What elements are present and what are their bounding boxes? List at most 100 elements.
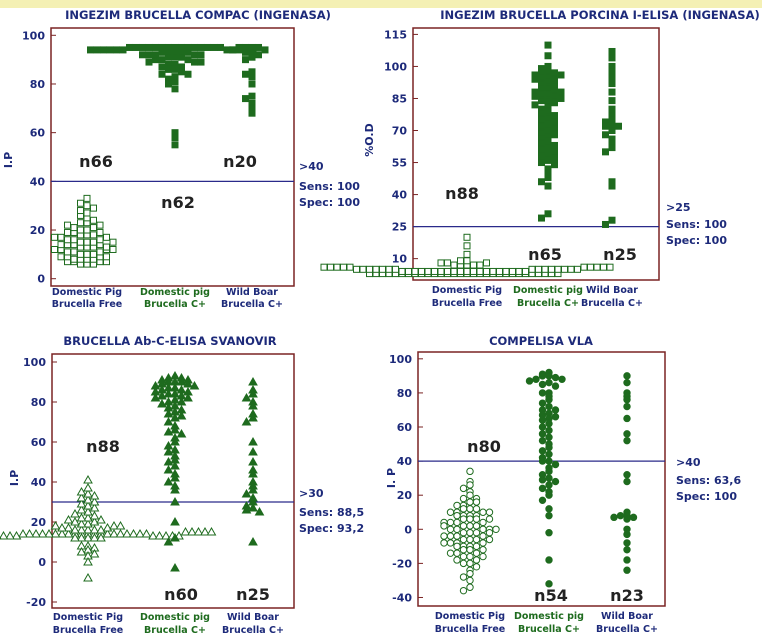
data-point <box>557 88 565 96</box>
data-point <box>472 556 481 564</box>
data-point <box>170 484 180 494</box>
data-point <box>241 392 252 402</box>
cutoff-label: >25 <box>666 201 691 214</box>
data-point <box>545 372 553 380</box>
data-point <box>77 238 84 246</box>
category-label: Brucella Free <box>53 625 123 636</box>
data-point <box>538 214 545 222</box>
n-count-label: n88 <box>86 437 120 456</box>
data-point <box>472 549 481 557</box>
data-point <box>544 182 552 190</box>
data-point <box>602 148 609 156</box>
data-point <box>483 267 490 275</box>
data-point <box>602 122 609 130</box>
data-point <box>453 501 461 510</box>
y-tick-label: 100 <box>22 29 45 42</box>
data-point <box>538 416 547 424</box>
data-point <box>51 233 58 241</box>
data-point <box>148 530 158 540</box>
data-point <box>459 515 468 523</box>
data-point <box>106 46 114 54</box>
data-point <box>531 101 539 109</box>
data-point <box>83 226 91 234</box>
y-tick-label: 60 <box>397 421 413 434</box>
y-tick-label: 40 <box>397 455 413 468</box>
data-point <box>459 505 468 513</box>
data-point <box>180 526 191 536</box>
data-point <box>446 518 455 527</box>
data-point <box>457 267 464 275</box>
y-tick-label: 20 <box>397 489 413 502</box>
data-point <box>446 508 455 516</box>
data-point <box>50 528 61 538</box>
data-point <box>70 248 78 256</box>
data-point <box>411 267 419 275</box>
y-tick-label: 85 <box>392 92 407 105</box>
data-point <box>531 92 539 100</box>
data-point <box>51 245 58 253</box>
data-point <box>466 546 474 554</box>
data-point <box>623 396 631 404</box>
data-point <box>248 456 258 466</box>
data-point <box>89 532 100 542</box>
data-point <box>623 556 631 564</box>
data-point <box>608 47 616 55</box>
data-point <box>472 522 481 530</box>
data-point <box>184 70 192 78</box>
data-point <box>466 583 474 591</box>
y-tick-label: 115 <box>384 28 407 41</box>
data-point <box>83 194 91 202</box>
data-point <box>538 146 545 154</box>
n-count-label: n80 <box>467 437 501 456</box>
category-label: Brucella C+ <box>144 299 206 310</box>
data-point <box>476 267 484 275</box>
data-point <box>459 494 468 503</box>
data-point <box>90 250 97 258</box>
data-point <box>538 90 545 98</box>
cutoff-label: >30 <box>299 487 324 500</box>
data-point <box>242 70 249 78</box>
data-point <box>557 71 565 79</box>
y-tick-label: 70 <box>392 125 408 138</box>
category-label: Domestic pig <box>140 612 210 623</box>
data-point <box>145 58 153 66</box>
data-point <box>466 515 474 523</box>
data-point <box>466 528 474 537</box>
data-point <box>103 253 110 261</box>
data-point <box>545 580 553 588</box>
data-point <box>545 474 553 482</box>
y-axis-label: I.P <box>2 152 15 168</box>
data-point <box>551 141 558 149</box>
data-point <box>580 263 588 271</box>
y-tick-label: 100 <box>23 356 46 369</box>
data-point <box>623 414 631 423</box>
data-point <box>479 508 487 516</box>
data-point <box>392 265 399 273</box>
chart-panel-2: INGEZIM BRUCELLA PORCINA I-ELISA (INGENA… <box>320 8 760 309</box>
data-point <box>437 259 445 267</box>
data-point <box>551 413 560 421</box>
data-point <box>372 265 380 273</box>
data-point <box>171 65 179 73</box>
data-point <box>544 137 552 145</box>
data-point <box>538 389 547 397</box>
data-point <box>165 53 172 61</box>
data-point <box>64 248 71 256</box>
data-point <box>629 513 638 522</box>
data-point <box>608 182 616 190</box>
data-point <box>538 84 545 92</box>
data-point <box>463 233 471 241</box>
data-point <box>623 530 631 539</box>
chart-title: INGEZIM BRUCELLA COMPAC (INGENASA) <box>65 8 331 22</box>
data-point <box>184 56 192 64</box>
data-point <box>485 528 494 537</box>
data-point <box>44 528 54 538</box>
data-point <box>492 525 500 533</box>
data-point <box>525 377 534 385</box>
data-point <box>57 233 65 241</box>
data-point <box>623 471 631 479</box>
data-point <box>615 122 622 130</box>
data-point <box>359 265 367 273</box>
n-count-label: n66 <box>79 152 113 171</box>
data-point <box>103 243 110 251</box>
